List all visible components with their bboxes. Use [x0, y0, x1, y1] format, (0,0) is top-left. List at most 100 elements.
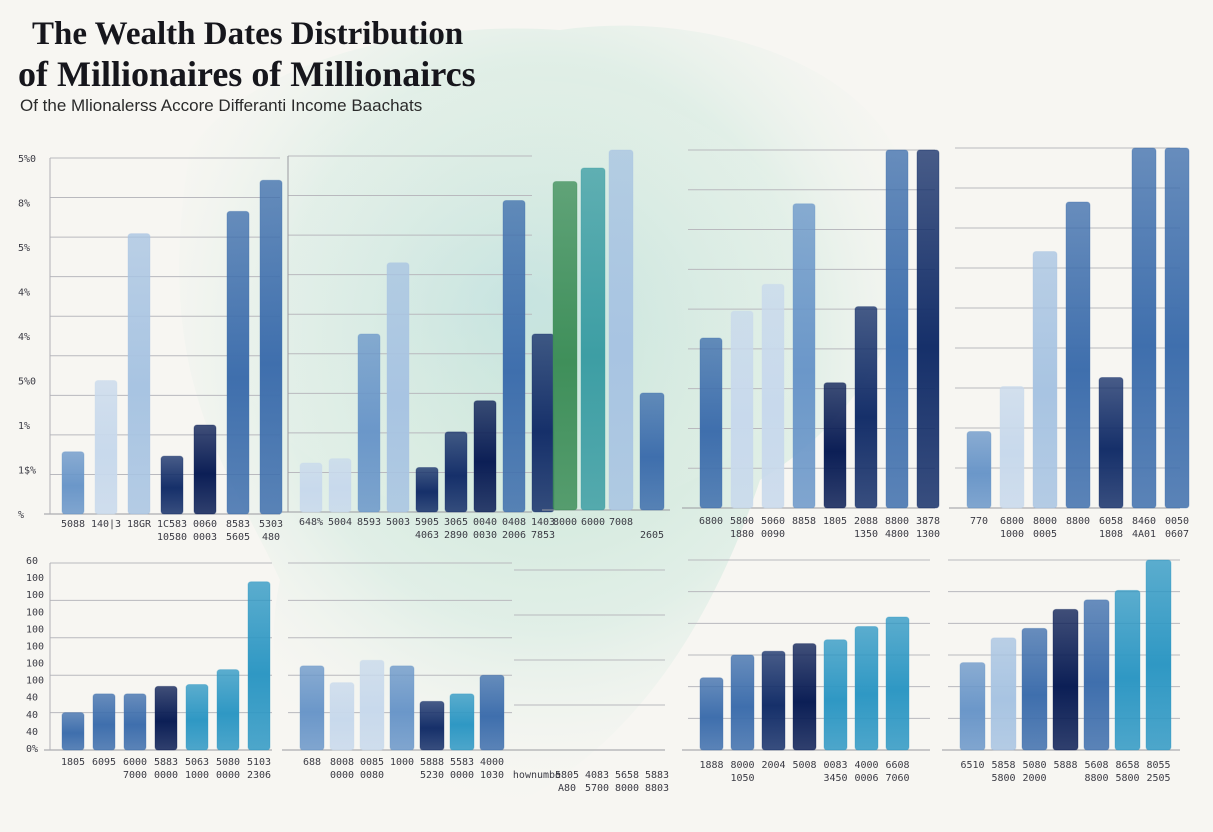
chart-panel-top-5: 770 6800 1000 8000 0005 8800 6058 1808 8460 4A01 0… — [949, 147, 1190, 540]
x-tick-label-top-1-2: 18GR — [127, 519, 152, 530]
x-tick-label2-bottom-2-2: 0080 — [360, 770, 384, 781]
y-axis-tick-top-8: 5%0 — [18, 154, 36, 165]
bar-bottom-2-3 — [389, 665, 415, 751]
chart-panel-top-4: 6800 5800 1880 5060 0090 8858 1805 2088 1350 8800… — [682, 149, 940, 540]
y-axis-tick-bottom-2: 40 — [26, 710, 38, 721]
x-tick-label-top-4-0: 6800 — [699, 516, 723, 527]
y-axis-tick-bottom-5: 100 — [26, 659, 44, 670]
chart-panel-top-2: 648% 5004 8593 5003 5905 4063 3065 2890 0040 0030… — [282, 155, 555, 541]
bar-top-2-7 — [502, 200, 526, 513]
x-tick-label2-top-5-2: 0005 — [1033, 529, 1057, 540]
bar-top-3-0 — [552, 181, 578, 511]
bar-top-1-4 — [193, 424, 217, 515]
x-tick-label-bottom-3-0: hownumbe — [513, 770, 561, 781]
x-tick-label2-top-2-7: 2006 — [502, 530, 526, 541]
x-tick-label-top-1-5: 8583 — [226, 519, 250, 530]
x-tick-label2-bottom-5-6: 2505 — [1146, 773, 1170, 784]
x-tick-label-top-5-0: 770 — [970, 516, 988, 527]
x-tick-label-bottom-5-4: 5608 — [1084, 760, 1108, 771]
bar-bottom-4-5 — [854, 626, 879, 751]
x-tick-label-bottom-4-2: 2004 — [761, 760, 785, 771]
bar-top-4-3 — [792, 203, 816, 509]
chart-panel-bottom-2: 688 8008 0000 0085 0080 1000 5888 5230 5583 0000 4… — [282, 562, 512, 781]
bar-top-2-2 — [357, 333, 381, 513]
x-tick-label2-top-1-3: 10580 — [157, 532, 187, 543]
x-tick-label-bottom-4-6: 6608 — [885, 760, 909, 771]
bar-top-2-4 — [415, 467, 439, 513]
y-axis-tick-bottom-11: 60 — [26, 556, 38, 567]
chart-subtitle: Of the Mlionalerss Accore Differanti Inc… — [20, 96, 423, 115]
bar-bottom-5-6 — [1145, 559, 1172, 751]
x-tick-label2-bottom-1-5: 0000 — [216, 770, 240, 781]
bar-top-4-0 — [699, 337, 723, 509]
x-tick-label-bottom-1-5: 5080 — [216, 757, 240, 768]
bar-top-4-5 — [854, 306, 878, 509]
x-tick-label-top-1-6: 5303 — [259, 519, 283, 530]
y-axis-tick-top-5: 4% — [18, 288, 30, 299]
y-axis-tick-top-1: 1$% — [18, 466, 36, 477]
x-tick-label-top-5-2: 8000 — [1033, 516, 1057, 527]
x-tick-label-bottom-5-5: 8658 — [1115, 760, 1139, 771]
x-tick-label-bottom-4-4: 0083 — [823, 760, 847, 771]
bar-bottom-4-1 — [730, 654, 755, 751]
x-tick-label-top-5-5: 8460 — [1132, 516, 1156, 527]
x-tick-label-bottom-3-2: 4083 — [585, 770, 609, 781]
bar-bottom-1-0 — [61, 712, 85, 751]
bar-bottom-4-0 — [699, 677, 724, 751]
bar-top-3-1 — [580, 167, 606, 511]
x-tick-label-bottom-5-1: 5858 — [991, 760, 1015, 771]
x-tick-label2-top-5-4: 1808 — [1099, 529, 1123, 540]
x-tick-label2-bottom-1-2: 7000 — [123, 770, 147, 781]
bar-bottom-5-4 — [1083, 599, 1110, 751]
x-tick-label-top-3-1: 6000 — [581, 517, 605, 528]
bar-bottom-1-2 — [123, 693, 147, 751]
bar-top-5-1 — [999, 386, 1025, 509]
x-tick-label2-bottom-3-4: 8803 — [645, 783, 669, 794]
x-tick-label2-top-4-7: 1300 — [916, 529, 940, 540]
bar-bottom-1-6 — [247, 581, 271, 751]
x-tick-label2-top-4-6: 4800 — [885, 529, 909, 540]
x-tick-label-bottom-5-2: 5080 — [1022, 760, 1046, 771]
bar-bottom-5-5 — [1114, 589, 1141, 751]
bar-top-5-4 — [1098, 377, 1124, 509]
x-tick-label2-top-1-5: 5605 — [226, 532, 250, 543]
bar-top-1-0 — [61, 451, 85, 515]
x-tick-label2-top-3-3: 2605 — [640, 530, 664, 541]
x-tick-label2-bottom-3-2: 5700 — [585, 783, 609, 794]
x-tick-label2-top-4-1: 1880 — [730, 529, 754, 540]
y-axis-tick-bottom-4: 100 — [26, 676, 44, 687]
bar-bottom-2-5 — [449, 693, 475, 751]
x-tick-label-bottom-4-1: 8000 — [730, 760, 754, 771]
bar-top-4-6 — [885, 149, 909, 509]
x-tick-label2-bottom-1-4: 1000 — [185, 770, 209, 781]
x-tick-label-top-1-1: 140|3 — [91, 519, 121, 530]
y-axis-tick-top-7: 8% — [18, 199, 30, 210]
x-tick-label-bottom-1-3: 5883 — [154, 757, 178, 768]
x-tick-label-top-5-3: 8800 — [1066, 516, 1090, 527]
x-tick-label-top-4-7: 3878 — [916, 516, 940, 527]
bar-bottom-1-1 — [92, 693, 116, 751]
x-tick-label-bottom-3-4: 5883 — [645, 770, 669, 781]
bar-bottom-2-0 — [299, 665, 325, 751]
bar-top-5-6 — [1164, 147, 1190, 509]
x-tick-label2-top-1-4: 0003 — [193, 532, 217, 543]
bar-bottom-4-3 — [792, 643, 817, 751]
x-tick-label-top-4-1: 5800 — [730, 516, 754, 527]
bar-top-1-5 — [226, 210, 250, 515]
x-tick-label2-bottom-4-5: 0006 — [854, 773, 878, 784]
x-tick-label-bottom-2-0: 688 — [303, 757, 321, 768]
chart-panel-top-1: 5088 140|3 18GR 1C583 10580 0060 0003 8583 5605 5… — [44, 157, 283, 543]
bar-top-1-2 — [127, 233, 151, 515]
bar-top-2-8 — [531, 333, 555, 513]
x-tick-label-bottom-1-1: 6095 — [92, 757, 116, 768]
chart-panel-bottom-4: 1888 8000 1050 2004 5008 0083 3450 4000 0006 6608… — [682, 559, 930, 784]
x-tick-label-bottom-3-1: 5805 — [555, 770, 579, 781]
bar-top-3-2 — [608, 149, 634, 511]
x-tick-label2-bottom-5-2: 2000 — [1022, 773, 1046, 784]
bar-bottom-4-2 — [761, 650, 786, 751]
bar-bottom-2-2 — [359, 659, 385, 751]
y-axis-tick-bottom-0: 0% — [26, 744, 38, 755]
bar-top-5-2 — [1032, 251, 1058, 509]
bar-top-2-6 — [473, 400, 497, 513]
x-tick-label2-top-2-8: 7853 — [531, 530, 555, 541]
